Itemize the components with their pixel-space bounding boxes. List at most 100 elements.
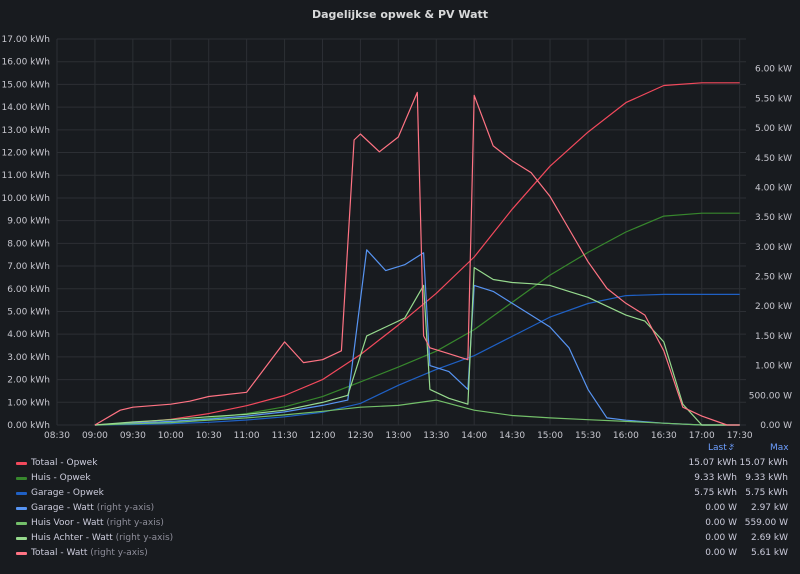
- y-right-tick-label: 5.50 kW: [755, 94, 792, 104]
- panel-title: Dagelijkse opwek & PV Watt: [311, 8, 489, 21]
- x-tick-label: 15:00: [537, 431, 563, 440]
- y-right-tick-label: 1.00 kW: [755, 362, 792, 372]
- legend-row[interactable]: Totaal - Opwek 15.07 kWh 15.07 kWh: [0, 456, 800, 471]
- legend-last-value: 9.33 kWh: [694, 473, 737, 483]
- legend-series-name[interactable]: Garage - Watt (right y-axis): [31, 503, 155, 513]
- x-tick-label: 16:00: [613, 431, 639, 440]
- y-left-tick-label: 17.00 kWh: [2, 35, 50, 45]
- y-left-tick-label: 8.00 kWh: [7, 239, 50, 249]
- legend-series-name[interactable]: Totaal - Opwek: [31, 458, 98, 468]
- y-left-tick-label: 13.00 kWh: [2, 126, 50, 136]
- legend-max-value: 5.75 kWh: [745, 488, 788, 498]
- x-tick-label: 09:30: [120, 431, 146, 440]
- series-line-totaal-opwek[interactable]: [94, 82, 740, 426]
- legend-header-max[interactable]: Max: [770, 443, 789, 453]
- y-right-tick-label: 2.50 kW: [755, 273, 792, 283]
- legend-header: Last * ⌄ Max: [0, 443, 800, 455]
- legend-last-value: 0.00 W: [705, 503, 737, 513]
- x-tick-label: 15:30: [575, 431, 601, 440]
- legend-max-value: 9.33 kWh: [745, 473, 788, 483]
- legend-max-value: 2.69 kW: [750, 533, 788, 543]
- legend-last-value: 15.07 kWh: [688, 458, 737, 468]
- legend-max-value: 559.00 W: [744, 518, 788, 528]
- legend-max-value: 5.61 kW: [750, 548, 788, 558]
- x-tick-label: 09:00: [82, 431, 108, 440]
- legend-axis-note: (right y-axis): [103, 518, 164, 528]
- series-line-huis-achter-watt[interactable]: [94, 267, 740, 426]
- x-tick-label: 10:00: [158, 431, 184, 440]
- x-tick-label: 16:30: [651, 431, 677, 440]
- y-right-tick-label: 1.50 kW: [755, 332, 792, 342]
- y-right-tick-label: 4.50 kW: [755, 154, 792, 164]
- x-tick-label: 13:30: [423, 431, 449, 440]
- x-tick-label: 12:00: [310, 431, 336, 440]
- y-left-tick-label: 6.00 kWh: [7, 285, 50, 295]
- y-left-tick-label: 9.00 kWh: [7, 217, 50, 227]
- legend-series-name[interactable]: Huis Achter - Watt (right y-axis): [31, 533, 174, 543]
- x-tick-label: 11:30: [272, 431, 298, 440]
- y-right-tick-label: 2.00 kW: [755, 302, 792, 312]
- y-left-tick-label: 4.00 kWh: [7, 330, 50, 340]
- y-left-tick-label: 15.00 kWh: [2, 80, 50, 90]
- line-chart: 0.00 kWh 1.00 kWh 2.00 kWh 3.00 kWh 4.00 kWh…: [2, 35, 793, 440]
- legend-header-last[interactable]: Last *: [708, 443, 735, 453]
- legend-max-value: 2.97 kW: [750, 503, 788, 513]
- y-right-tick-label: 5.00 kW: [755, 124, 792, 134]
- legend-color-swatch[interactable]: [16, 522, 27, 525]
- x-tick-label: 17:00: [689, 431, 715, 440]
- legend-row[interactable]: Totaal - Watt (right y-axis) 0.00 W 5.61 k…: [0, 546, 800, 561]
- y-right-tick-label: 3.00 kW: [755, 243, 792, 253]
- x-tick-label: 08:30: [44, 431, 70, 440]
- y-left-tick-label: 7.00 kWh: [7, 262, 50, 272]
- x-tick-label: 12:30: [347, 431, 373, 440]
- legend-axis-note: (right y-axis): [112, 533, 174, 543]
- legend-row[interactable]: Garage - Opwek 5.75 kWh 5.75 kWh: [0, 486, 800, 501]
- x-tick-label: 14:30: [499, 431, 525, 440]
- legend-color-swatch[interactable]: [16, 477, 27, 480]
- legend-row[interactable]: Huis Achter - Watt (right y-axis) 0.00 W 2…: [0, 531, 800, 546]
- y-left-tick-label: 10.00 kWh: [2, 194, 50, 204]
- y-right-tick-label: 500.00 W: [749, 391, 792, 401]
- y-left-tick-label: 11.00 kWh: [2, 171, 50, 181]
- legend-color-swatch[interactable]: [16, 462, 27, 465]
- x-tick-label: 14:00: [461, 431, 487, 440]
- legend-color-swatch[interactable]: [16, 507, 27, 510]
- legend-series-name[interactable]: Huis - Opwek: [31, 473, 91, 483]
- y-right-tick-label: 6.00 kW: [755, 65, 792, 75]
- series-line-totaal-watt[interactable]: [94, 91, 740, 426]
- y-right-tick-label: 3.50 kW: [755, 213, 792, 223]
- series-line-garage-opwek[interactable]: [94, 293, 740, 426]
- legend-row[interactable]: Garage - Watt (right y-axis) 0.00 W 2.97 k…: [0, 501, 800, 516]
- legend-row[interactable]: Huis - Opwek 9.33 kWh 9.33 kWh: [0, 471, 800, 486]
- legend-series-name[interactable]: Garage - Opwek: [31, 488, 104, 498]
- y-left-tick-label: 14.00 kWh: [2, 103, 50, 113]
- series-line-huis-opwek[interactable]: [94, 212, 740, 426]
- legend-series-name[interactable]: Huis Voor - Watt (right y-axis): [31, 518, 164, 528]
- x-tick-label: 11:00: [234, 431, 260, 440]
- sort-chevron-icon[interactable]: ⌄: [727, 443, 735, 453]
- legend-max-value: 15.07 kWh: [739, 458, 788, 468]
- x-tick-label: 13:00: [385, 431, 411, 440]
- y-left-tick-label: 12.00 kWh: [2, 149, 50, 159]
- legend-last-value: 5.75 kWh: [694, 488, 737, 498]
- series-line-huis-voor-watt[interactable]: [94, 399, 740, 426]
- y-left-tick-label: 1.00 kWh: [7, 398, 50, 408]
- legend-row[interactable]: Huis Voor - Watt (right y-axis) 0.00 W 559…: [0, 516, 800, 531]
- series-line-garage-watt[interactable]: [94, 249, 740, 426]
- legend-table: Last * ⌄ Max Totaal - Opwek 15.07 kWh 15.0…: [0, 440, 800, 574]
- legend-series-name[interactable]: Totaal - Watt (right y-axis): [31, 548, 148, 558]
- legend-color-swatch[interactable]: [16, 492, 27, 495]
- legend-last-value: 0.00 W: [705, 518, 737, 528]
- y-left-tick-label: 3.00 kWh: [7, 353, 50, 363]
- legend-last-value: 0.00 W: [705, 548, 737, 558]
- legend-last-value: 0.00 W: [705, 533, 737, 543]
- legend-color-swatch[interactable]: [16, 552, 27, 555]
- x-tick-label: 17:30: [727, 431, 753, 440]
- legend-color-swatch[interactable]: [16, 537, 27, 540]
- y-left-tick-label: 16.00 kWh: [2, 58, 50, 68]
- legend-axis-note: (right y-axis): [93, 503, 155, 513]
- y-right-tick-label: 4.00 kW: [755, 183, 792, 193]
- y-left-tick-label: 5.00 kWh: [7, 307, 50, 317]
- y-left-tick-label: 0.00 kWh: [7, 421, 50, 431]
- x-tick-label: 10:30: [196, 431, 222, 440]
